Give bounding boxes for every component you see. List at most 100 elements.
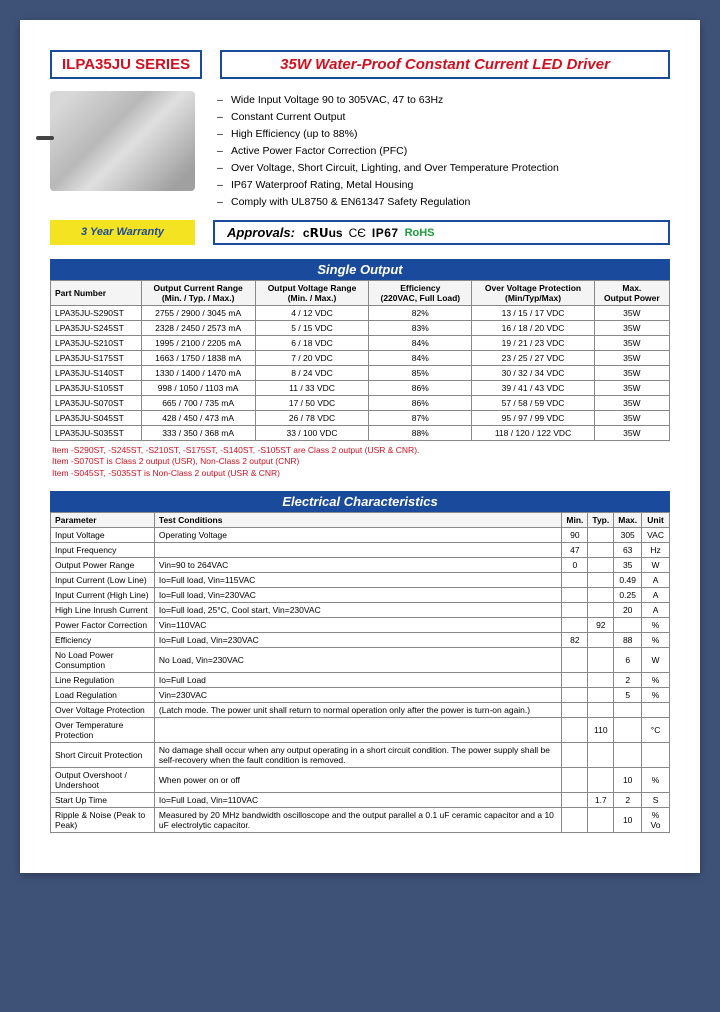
table-cell: 5 xyxy=(614,688,642,703)
table-cell xyxy=(588,633,614,648)
table-cell: 305 xyxy=(614,528,642,543)
table-cell: 35W xyxy=(594,306,669,321)
table-row: No Load Power ConsumptionNo Load, Vin=23… xyxy=(51,648,670,673)
table-row: Line RegulationIo=Full Load2% xyxy=(51,673,670,688)
table-row: LPA35JU-S045ST428 / 450 / 473 mA26 / 78 … xyxy=(51,411,670,426)
feature-item: High Efficiency (up to 88%) xyxy=(213,125,670,142)
table-cell: 110 xyxy=(588,718,614,743)
so-col-header: Efficiency(220VAC, Full Load) xyxy=(369,281,472,306)
table-cell: Input Voltage xyxy=(51,528,155,543)
table-row: LPA35JU-S105ST998 / 1050 / 1103 mA11 / 3… xyxy=(51,381,670,396)
table-row: LPA35JU-S210ST1995 / 2100 / 2205 mA6 / 1… xyxy=(51,336,670,351)
table-cell xyxy=(562,588,588,603)
table-cell: 87% xyxy=(369,411,472,426)
table-cell: VAC xyxy=(642,528,670,543)
feature-item: Wide Input Voltage 90 to 305VAC, 47 to 6… xyxy=(213,91,670,108)
table-cell: Line Regulation xyxy=(51,673,155,688)
table-row: Output Overshoot / UndershootWhen power … xyxy=(51,768,670,793)
feature-item: Comply with UL8750 & EN61347 Safety Regu… xyxy=(213,193,670,210)
table-cell xyxy=(614,743,642,768)
note-line: Item -S290ST, -S245ST, -S210ST, -S175ST,… xyxy=(52,445,670,456)
table-cell: 82% xyxy=(369,306,472,321)
table-cell: 83% xyxy=(369,321,472,336)
table-cell xyxy=(562,793,588,808)
table-cell: Vin=90 to 264VAC xyxy=(154,558,562,573)
electrical-table: ParameterTest ConditionsMin.Typ.Max.Unit… xyxy=(50,512,670,833)
table-cell: 95 / 97 / 99 VDC xyxy=(472,411,594,426)
class2-notes: Item -S290ST, -S245ST, -S210ST, -S175ST,… xyxy=(52,445,670,479)
so-col-header: Part Number xyxy=(51,281,142,306)
table-cell: 7 / 20 VDC xyxy=(255,351,369,366)
table-cell: 26 / 78 VDC xyxy=(255,411,369,426)
table-cell: 35W xyxy=(594,321,669,336)
table-cell: Io=Full load, 25°C, Cool start, Vin=230V… xyxy=(154,603,562,618)
table-cell xyxy=(562,718,588,743)
table-cell: LPA35JU-S105ST xyxy=(51,381,142,396)
table-cell: A xyxy=(642,588,670,603)
approval-badges: c𝗥𝗨us CЄ IP67 RoHS xyxy=(303,226,435,240)
table-cell: Vin=230VAC xyxy=(154,688,562,703)
table-row: Over Voltage Protection(Latch mode. The … xyxy=(51,703,670,718)
table-row: High Line Inrush CurrentIo=Full load, 25… xyxy=(51,603,670,618)
table-cell: % xyxy=(642,618,670,633)
table-cell xyxy=(562,768,588,793)
table-cell: % xyxy=(642,633,670,648)
table-cell xyxy=(562,743,588,768)
table-cell xyxy=(588,673,614,688)
table-cell: A xyxy=(642,573,670,588)
warranty-badge: 3 Year Warranty xyxy=(50,220,195,245)
table-cell xyxy=(154,718,562,743)
table-cell: % xyxy=(642,688,670,703)
table-cell: Short Circuit Protection xyxy=(51,743,155,768)
table-cell xyxy=(642,743,670,768)
note-line: Item -S070ST is Class 2 output (USR), No… xyxy=(52,456,670,467)
table-cell: 57 / 58 / 59 VDC xyxy=(472,396,594,411)
table-cell: 1330 / 1400 / 1470 mA xyxy=(141,366,255,381)
table-cell: 0.25 xyxy=(614,588,642,603)
table-cell: Io=Full load, Vin=230VAC xyxy=(154,588,562,603)
table-cell xyxy=(154,543,562,558)
table-cell: Input Frequency xyxy=(51,543,155,558)
table-cell xyxy=(588,603,614,618)
table-cell: 17 / 50 VDC xyxy=(255,396,369,411)
elec-col-header: Unit xyxy=(642,513,670,528)
feature-item: Constant Current Output xyxy=(213,108,670,125)
table-cell: Over Temperature Protection xyxy=(51,718,155,743)
table-cell: 0.49 xyxy=(614,573,642,588)
table-cell: (Latch mode. The power unit shall return… xyxy=(154,703,562,718)
ce-icon: CЄ xyxy=(349,226,366,240)
approvals-box: Approvals: c𝗥𝗨us CЄ IP67 RoHS xyxy=(213,220,670,245)
note-line: Item -S045ST, -S035ST is Non-Class 2 out… xyxy=(52,468,670,479)
table-cell: 35W xyxy=(594,381,669,396)
elec-col-header: Typ. xyxy=(588,513,614,528)
rohs-icon: RoHS xyxy=(405,227,435,239)
table-row: Start Up TimeIo=Full Load, Vin=110VAC1.7… xyxy=(51,793,670,808)
so-col-header: Output Current Range(Min. / Typ. / Max.) xyxy=(141,281,255,306)
feature-item: IP67 Waterproof Rating, Metal Housing xyxy=(213,176,670,193)
table-cell: 11 / 33 VDC xyxy=(255,381,369,396)
table-cell: 118 / 120 / 122 VDC xyxy=(472,426,594,441)
table-cell xyxy=(588,528,614,543)
table-row: LPA35JU-S070ST665 / 700 / 735 mA17 / 50 … xyxy=(51,396,670,411)
table-cell: 88% xyxy=(369,426,472,441)
elec-col-header: Parameter xyxy=(51,513,155,528)
table-cell: 84% xyxy=(369,351,472,366)
table-cell xyxy=(588,768,614,793)
table-cell: Io=Full Load, Vin=230VAC xyxy=(154,633,562,648)
table-cell: Efficiency xyxy=(51,633,155,648)
table-cell: 86% xyxy=(369,381,472,396)
warranty-row: 3 Year Warranty Approvals: c𝗥𝗨us CЄ IP67… xyxy=(50,220,670,245)
table-cell: 85% xyxy=(369,366,472,381)
table-cell xyxy=(614,718,642,743)
table-cell: 428 / 450 / 473 mA xyxy=(141,411,255,426)
table-cell: 92 xyxy=(588,618,614,633)
table-cell: LPA35JU-S140ST xyxy=(51,366,142,381)
table-cell: Hz xyxy=(642,543,670,558)
table-cell: 88 xyxy=(614,633,642,648)
so-col-header: Output Voltage Range(Min. / Max.) xyxy=(255,281,369,306)
table-cell: No Load, Vin=230VAC xyxy=(154,648,562,673)
table-cell: LPA35JU-S175ST xyxy=(51,351,142,366)
table-cell: LPA35JU-S245ST xyxy=(51,321,142,336)
table-row: LPA35JU-S290ST2755 / 2900 / 3045 mA4 / 1… xyxy=(51,306,670,321)
table-cell: 2 xyxy=(614,793,642,808)
